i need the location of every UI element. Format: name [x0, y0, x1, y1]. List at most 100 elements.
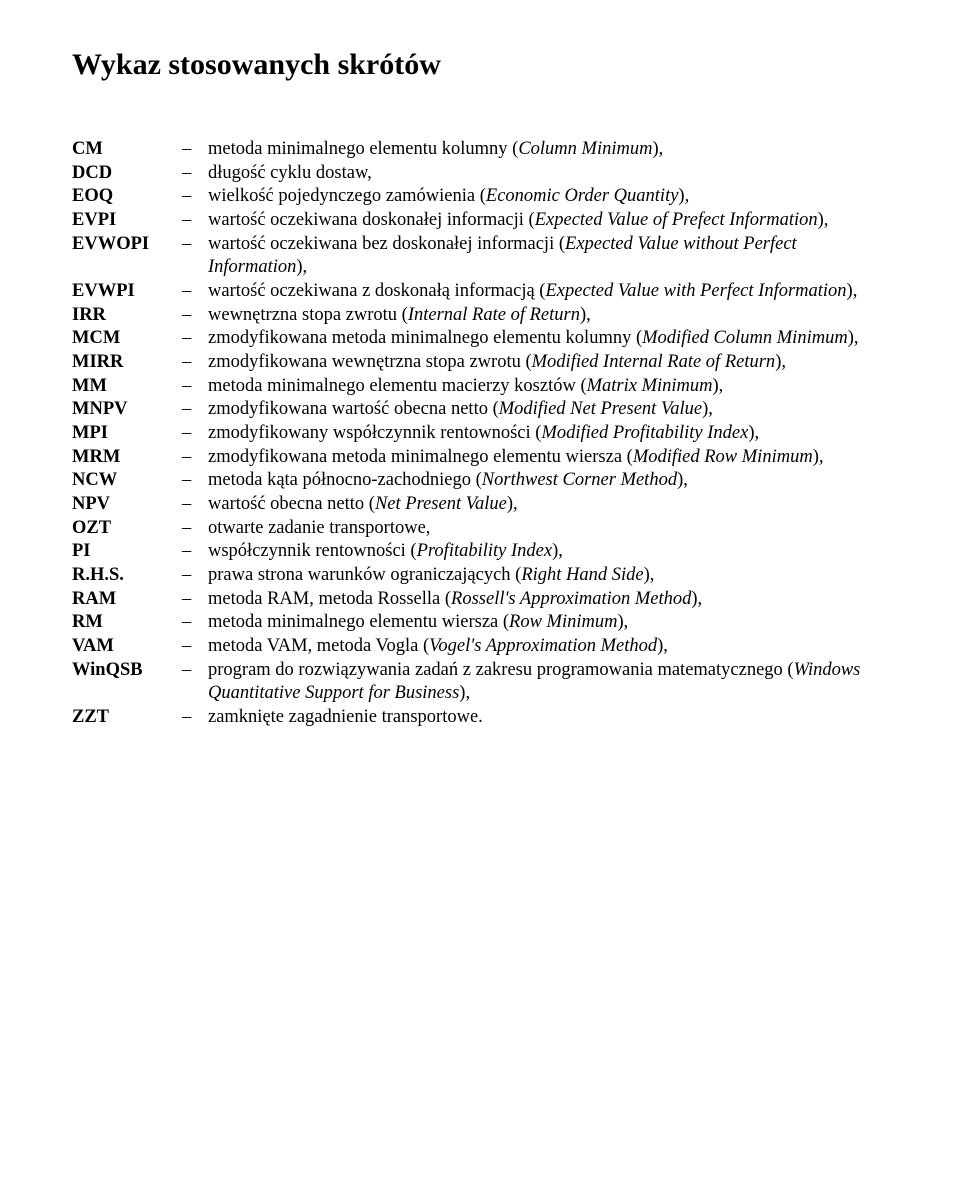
definition-italic-text: Rossell's Approximation Method — [451, 589, 691, 609]
definition-text: metoda RAM, metoda Rossella ( — [208, 589, 451, 609]
abbreviation-term: NPV — [72, 493, 182, 517]
list-item: OZT–otwarte zadanie transportowe, — [72, 517, 888, 541]
definition-text: wewnętrzna stopa zwrotu ( — [208, 305, 408, 325]
abbreviation-term: ZZT — [72, 706, 182, 730]
list-item: EVWPI–wartość oczekiwana z doskonałą inf… — [72, 280, 888, 304]
abbreviation-definition: zmodyfikowany współczynnik rentowności (… — [208, 422, 888, 446]
definition-italic-text: Modified Profitability Index — [541, 423, 748, 443]
abbreviation-definition: zmodyfikowana metoda minimalnego element… — [208, 446, 888, 470]
abbreviation-definition: zmodyfikowana wewnętrzna stopa zwrotu (M… — [208, 351, 888, 375]
list-item: VAM–metoda VAM, metoda Vogla (Vogel's Ap… — [72, 635, 888, 659]
abbreviation-term: EVWPI — [72, 280, 182, 304]
dash-separator: – — [182, 185, 208, 209]
abbreviation-term: MCM — [72, 327, 182, 351]
definition-text: zmodyfikowana wartość obecna netto ( — [208, 399, 499, 419]
definition-text: metoda VAM, metoda Vogla ( — [208, 636, 429, 656]
dash-separator: – — [182, 706, 208, 730]
list-item: PI–współczynnik rentowności (Profitabili… — [72, 540, 888, 564]
definition-text: współczynnik rentowności ( — [208, 541, 417, 561]
definition-text: zmodyfikowana wewnętrzna stopa zwrotu ( — [208, 352, 532, 372]
abbreviation-term: IRR — [72, 304, 182, 328]
dash-separator: – — [182, 162, 208, 186]
list-item: MPI–zmodyfikowany współczynnik rentownoś… — [72, 422, 888, 446]
list-item: MNPV–zmodyfikowana wartość obecna netto … — [72, 398, 888, 422]
definition-text: zamknięte zagadnienie transportowe. — [208, 707, 483, 727]
abbreviation-term: EVPI — [72, 209, 182, 233]
definition-italic-text: Profitability Index — [417, 541, 552, 561]
abbreviation-definition: metoda minimalnego elementu wiersza (Row… — [208, 611, 888, 635]
definition-italic-text: Expected Value with Perfect Information — [545, 281, 846, 301]
dash-separator: – — [182, 540, 208, 564]
abbreviation-term: MPI — [72, 422, 182, 446]
definition-text: ), — [552, 541, 563, 561]
abbreviation-term: RM — [72, 611, 182, 635]
abbreviation-definition: wartość obecna netto (Net Present Value)… — [208, 493, 888, 517]
definition-text: wartość oczekiwana z doskonałą informacj… — [208, 281, 545, 301]
list-item: MM–metoda minimalnego elementu macierzy … — [72, 375, 888, 399]
abbreviation-term: EVWOPI — [72, 233, 182, 280]
definition-italic-text: Net Present Value — [375, 494, 507, 514]
dash-separator: – — [182, 280, 208, 304]
definition-text: ), — [657, 636, 668, 656]
definition-text: program do rozwiązywania zadań z zakresu… — [208, 660, 794, 680]
definition-text: otwarte zadanie transportowe, — [208, 518, 430, 538]
definition-text: metoda minimalnego elementu kolumny ( — [208, 139, 518, 159]
definition-italic-text: Right Hand Side — [521, 565, 643, 585]
abbreviation-term: MIRR — [72, 351, 182, 375]
dash-separator: – — [182, 493, 208, 517]
definition-text: ), — [678, 186, 689, 206]
abbreviation-definition: metoda VAM, metoda Vogla (Vogel's Approx… — [208, 635, 888, 659]
dash-separator: – — [182, 469, 208, 493]
definition-text: ), — [702, 399, 713, 419]
definition-text: ), — [617, 612, 628, 632]
definition-text: zmodyfikowana metoda minimalnego element… — [208, 447, 633, 467]
definition-text: ), — [848, 328, 859, 348]
list-item: ZZT–zamknięte zagadnienie transportowe. — [72, 706, 888, 730]
list-item: R.H.S.–prawa strona warunków ograniczają… — [72, 564, 888, 588]
definition-text: metoda minimalnego elementu wiersza ( — [208, 612, 509, 632]
list-item: IRR–wewnętrzna stopa zwrotu (Internal Ra… — [72, 304, 888, 328]
abbreviation-term: CM — [72, 138, 182, 162]
definition-italic-text: Expected Value of Prefect Information — [535, 210, 818, 230]
list-item: MIRR–zmodyfikowana wewnętrzna stopa zwro… — [72, 351, 888, 375]
abbreviation-definition: metoda minimalnego elementu kolumny (Col… — [208, 138, 888, 162]
abbreviation-term: NCW — [72, 469, 182, 493]
abbreviation-definition: wewnętrzna stopa zwrotu (Internal Rate o… — [208, 304, 888, 328]
abbreviation-definition: zamknięte zagadnienie transportowe. — [208, 706, 888, 730]
definition-text: ), — [691, 589, 702, 609]
definition-text: zmodyfikowana metoda minimalnego element… — [208, 328, 642, 348]
definition-text: ), — [713, 376, 724, 396]
abbreviation-term: VAM — [72, 635, 182, 659]
definition-italic-text: Column Minimum — [518, 139, 652, 159]
definition-text: wartość oczekiwana doskonałej informacji… — [208, 210, 535, 230]
abbreviation-definition: wartość oczekiwana z doskonałą informacj… — [208, 280, 888, 304]
definition-text: ), — [507, 494, 518, 514]
dash-separator: – — [182, 635, 208, 659]
definition-italic-text: Economic Order Quantity — [486, 186, 679, 206]
dash-separator: – — [182, 233, 208, 280]
abbreviation-definition: zmodyfikowana metoda minimalnego element… — [208, 327, 888, 351]
list-item: EVPI–wartość oczekiwana doskonałej infor… — [72, 209, 888, 233]
definition-text: ), — [459, 683, 470, 703]
list-item: RAM–metoda RAM, metoda Rossella (Rossell… — [72, 588, 888, 612]
dash-separator: – — [182, 398, 208, 422]
dash-separator: – — [182, 304, 208, 328]
abbreviation-term: OZT — [72, 517, 182, 541]
definition-text: ), — [847, 281, 858, 301]
definition-text: ), — [652, 139, 663, 159]
definition-italic-text: Modified Net Present Value — [499, 399, 702, 419]
list-item: NPV–wartość obecna netto (Net Present Va… — [72, 493, 888, 517]
definition-italic-text: Row Minimum — [509, 612, 617, 632]
dash-separator: – — [182, 659, 208, 706]
definition-text: długość cyklu dostaw, — [208, 163, 372, 183]
abbreviation-term: MM — [72, 375, 182, 399]
abbreviation-definition: długość cyklu dostaw, — [208, 162, 888, 186]
definition-italic-text: Vogel's Approximation Method — [429, 636, 657, 656]
definition-italic-text: Northwest Corner Method — [482, 470, 677, 490]
abbreviation-definition: metoda minimalnego elementu macierzy kos… — [208, 375, 888, 399]
abbreviation-list: CM–metoda minimalnego elementu kolumny (… — [72, 138, 888, 730]
dash-separator: – — [182, 351, 208, 375]
dash-separator: – — [182, 564, 208, 588]
abbreviation-term: RAM — [72, 588, 182, 612]
definition-text: prawa strona warunków ograniczających ( — [208, 565, 521, 585]
